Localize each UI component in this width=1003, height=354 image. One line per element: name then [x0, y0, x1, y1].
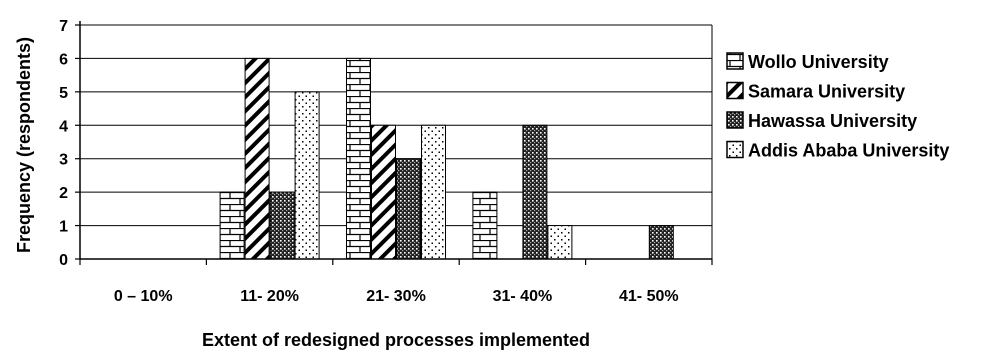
- bar: [396, 158, 421, 260]
- y-tick-label: 3: [59, 152, 68, 169]
- y-tick-label: 0: [59, 252, 68, 269]
- bar: [522, 124, 548, 260]
- y-tick-label: 4: [59, 118, 68, 135]
- y-tick-label: 5: [59, 85, 68, 102]
- bar: [371, 124, 396, 260]
- x-tick-label: 31- 40%: [493, 288, 553, 305]
- y-axis-title: Frequency (respondents): [14, 37, 34, 253]
- bar: [472, 191, 498, 260]
- y-tick-label: 6: [59, 51, 68, 68]
- x-axis-title: Extent of redesigned processes implement…: [202, 330, 590, 350]
- x-tick-label: 0 – 10%: [114, 288, 173, 305]
- bar: [269, 191, 295, 260]
- y-tick-label: 2: [59, 185, 68, 202]
- legend-label: Addis Ababa University: [748, 141, 949, 161]
- bar: [547, 225, 573, 260]
- legend-swatch: [726, 81, 744, 100]
- legend-label: Wollo University: [748, 52, 889, 72]
- x-tick-labels: 0 – 10% 11- 20% 21- 30% 31- 40% 41- 50%: [114, 288, 679, 305]
- axes: [75, 21, 713, 265]
- legend-label: Samara University: [748, 82, 905, 102]
- legend-swatch: [726, 111, 744, 129]
- legend: Wollo University Samara University Hawassa…: [726, 52, 949, 161]
- bar: [219, 191, 245, 260]
- bar: [294, 91, 320, 260]
- bar: [421, 124, 446, 260]
- y-tick-label: 1: [59, 219, 68, 236]
- bar: [346, 57, 371, 260]
- y-tick-label: 7: [59, 18, 68, 35]
- bar: [648, 225, 674, 260]
- bars: [219, 57, 674, 260]
- x-tick-label: 11- 20%: [240, 288, 299, 305]
- bar: [244, 57, 270, 260]
- y-tick-labels: 0 1 2 3 4 5 6 7: [59, 18, 68, 269]
- legend-swatch: [726, 140, 744, 159]
- legend-swatch: [726, 52, 744, 70]
- x-tick-label: 21- 30%: [366, 288, 426, 305]
- legend-label: Hawassa University: [748, 111, 917, 131]
- x-tick-label: 41- 50%: [619, 288, 679, 305]
